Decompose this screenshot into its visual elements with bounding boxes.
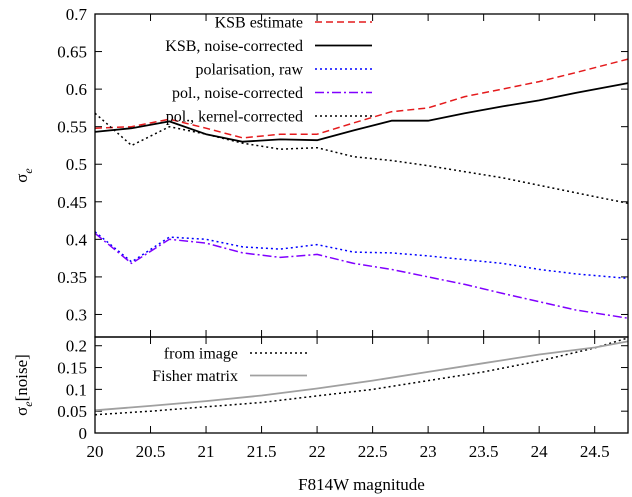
y-axis-title: σe[noise] [12, 354, 35, 416]
y-tick-label: 0.6 [66, 80, 87, 99]
x-tick-label: 24.5 [580, 442, 610, 461]
legend-entry: polarisation, raw [195, 62, 303, 79]
y-tick-label: 0.45 [57, 193, 87, 212]
y-tick-label: 0.5 [66, 155, 87, 174]
series-line [94, 340, 629, 412]
y-axis-title: σe [12, 168, 35, 183]
y-tick-label: 0.4 [66, 230, 88, 249]
x-tick-label: 21.5 [247, 442, 277, 461]
plot-frame [94, 336, 629, 434]
series-line [94, 82, 629, 143]
y-tick-label: 0.05 [57, 402, 87, 421]
panel-1: 0.3 0.35 0.4 0.45 0.5 0.55 0.6 0.65 0.7 KSB estim… [12, 5, 629, 338]
legend-entry: KSB, noise-corrected [165, 38, 303, 55]
x-tick-label: 24 [531, 442, 549, 461]
y-tick-label: 0 [79, 424, 88, 443]
y-tick-label: 0.3 [66, 305, 87, 324]
legend-entry: Fisher matrix [152, 368, 238, 385]
panel-2: 0 0.05 0.1 0.15 0.2 20 20.5 21 21.5 22 22.5 23 23.5 2… [12, 336, 629, 494]
y-tick-label: 0.35 [57, 268, 87, 287]
legend-entry: from image [164, 346, 238, 363]
series-line [94, 337, 629, 416]
y-tick-label: 0.2 [66, 337, 87, 356]
plot-frame [94, 13, 629, 338]
legend-entry: KSB estimate [215, 15, 303, 32]
y-tick-label: 0.55 [57, 118, 87, 137]
series-line [94, 58, 629, 139]
x-tick-label: 23 [420, 442, 437, 461]
x-axis-title: F814W magnitude [298, 475, 425, 494]
series-line [94, 112, 629, 205]
x-tick-label: 20.5 [136, 442, 166, 461]
x-tick-label: 22.5 [358, 442, 388, 461]
legend-entry: pol., kernel-corrected [166, 109, 303, 126]
x-tick-label: 20 [87, 442, 104, 461]
x-tick-label: 21 [198, 442, 215, 461]
y-tick-label: 0.7 [66, 5, 88, 24]
x-tick-label: 23.5 [469, 442, 499, 461]
series-line [94, 231, 629, 280]
x-tick-label: 22 [309, 442, 326, 461]
y-tick-label: 0.65 [57, 43, 87, 62]
y-tick-label: 0.15 [57, 359, 87, 378]
legend-entry: pol., noise-corrected [172, 85, 303, 102]
y-tick-label: 0.1 [66, 380, 87, 399]
series-line [94, 232, 629, 319]
